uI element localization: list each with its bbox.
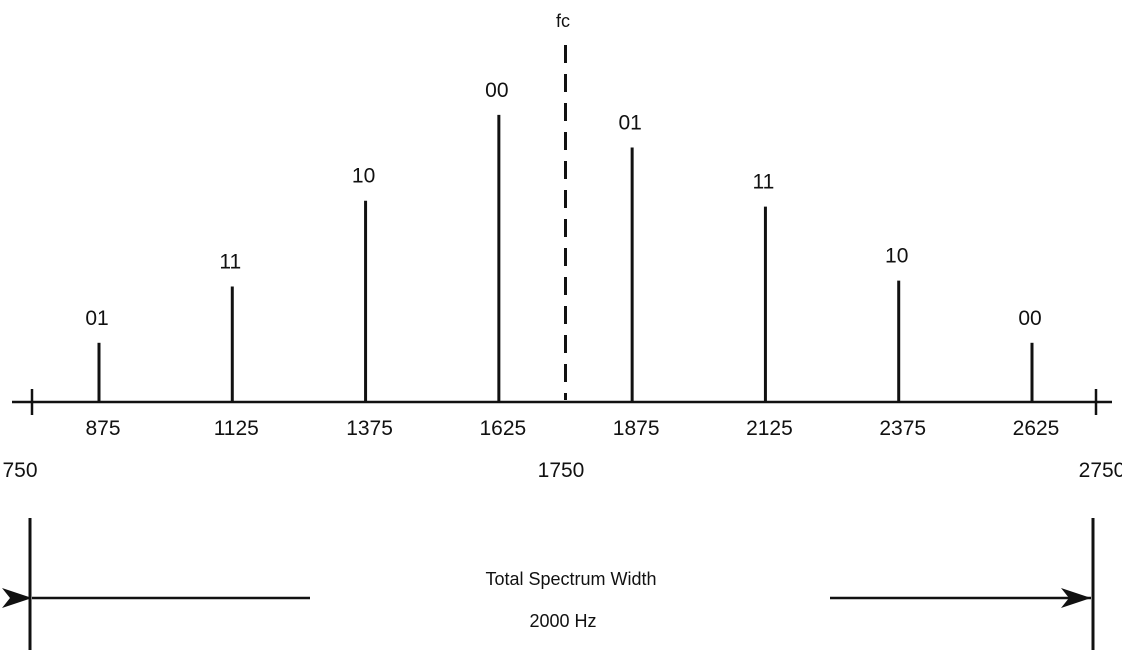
width-label-title: Total Spectrum Width	[485, 569, 656, 589]
tone-frequency-label: 2625	[1013, 417, 1060, 440]
tone-frequency-label: 1125	[214, 417, 259, 440]
tone-code-label: 00	[1018, 307, 1041, 330]
tone-code-label: 11	[753, 171, 775, 194]
tone-frequency-label: 1375	[346, 417, 393, 440]
carrier-frequency-label: 1750	[538, 459, 585, 482]
tone-code-label: 11	[219, 251, 241, 274]
tone-frequency-label: 875	[85, 417, 120, 440]
width-label-value: 2000 Hz	[529, 611, 596, 631]
tone-code-label: 10	[352, 165, 375, 188]
x-min-label: 750	[2, 459, 37, 482]
tone-frequency-label: 2125	[746, 417, 793, 440]
tone-code-label: 00	[485, 79, 508, 102]
x-max-label: 2750	[1079, 459, 1122, 482]
tone-frequency-label: 1625	[479, 417, 526, 440]
tone-code-label: 01	[618, 111, 641, 134]
tone-frequency-label: 1875	[613, 417, 660, 440]
spectral-tones: 01 875 11 1125 10 1375 00 1625 01 1875 11 2125 10 237…	[85, 79, 1059, 440]
carrier-label: fc	[556, 11, 570, 31]
tone-frequency-label: 2375	[879, 417, 926, 440]
tone-code-label: 01	[85, 307, 108, 330]
tone-code-label: 10	[885, 245, 908, 268]
